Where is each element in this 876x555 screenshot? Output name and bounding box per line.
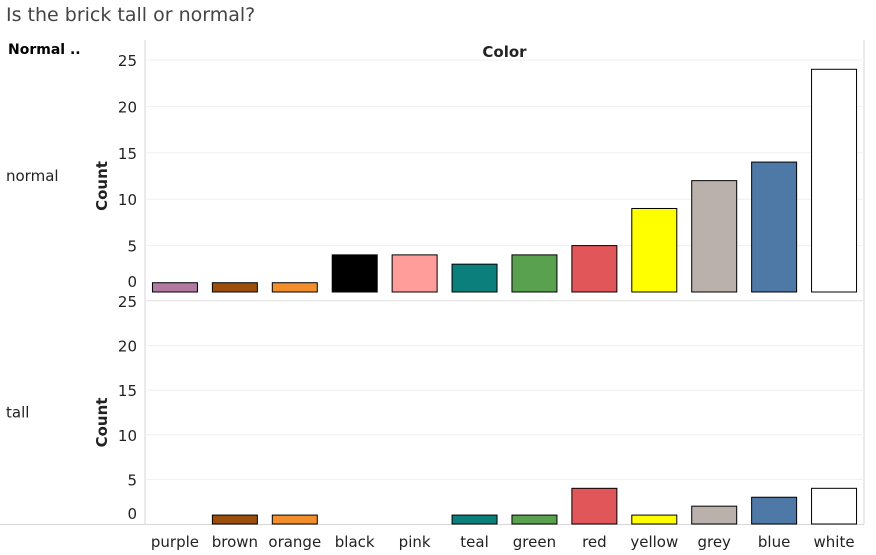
y-tick-label: 20 xyxy=(118,338,137,356)
bar-tall-orange xyxy=(271,514,318,525)
bar-tall-green xyxy=(511,514,558,525)
bar-tall-grey xyxy=(691,505,738,525)
y-axis-title: Count xyxy=(93,161,111,211)
y-tick-label: 20 xyxy=(118,98,137,116)
bar-tall-teal xyxy=(451,514,498,525)
bar-tall-white xyxy=(811,487,858,525)
x-tick-label: green xyxy=(513,533,556,551)
bar-normal-purple xyxy=(151,282,198,293)
bar-tall-red xyxy=(571,487,618,525)
x-tick-label: white xyxy=(814,533,855,551)
x-tick-label: black xyxy=(335,533,375,551)
bar-normal-green xyxy=(511,254,558,293)
row-header: Normal .. xyxy=(8,42,81,58)
y-axis-title: Count xyxy=(93,398,111,448)
column-header: Color xyxy=(482,43,527,61)
bar-normal-grey xyxy=(691,180,738,293)
x-tick-label: brown xyxy=(212,533,258,551)
chart-title: Is the brick tall or normal? xyxy=(6,4,256,26)
y-tick-label: 5 xyxy=(127,238,137,256)
row-label-normal: normal xyxy=(6,167,59,185)
bar-tall-blue xyxy=(751,496,798,525)
y-tick-label: 0 xyxy=(127,505,137,523)
bar-normal-brown xyxy=(211,282,258,293)
y-tick-label: 25 xyxy=(118,52,137,70)
y-tick-label: 10 xyxy=(118,191,137,209)
x-tick-label: blue xyxy=(758,533,790,551)
x-tick-label: pink xyxy=(399,533,431,551)
x-tick-label: purple xyxy=(151,533,199,551)
x-tick-label: yellow xyxy=(630,533,678,551)
y-tick-label: 0 xyxy=(127,273,137,291)
x-tick-label: teal xyxy=(460,533,488,551)
bar-normal-yellow xyxy=(631,207,678,293)
x-tick-label: red xyxy=(582,533,607,551)
row-label-tall: tall xyxy=(6,404,29,422)
y-tick-label: 5 xyxy=(127,471,137,489)
y-tick-label: 10 xyxy=(118,427,137,445)
x-tick-label: orange xyxy=(268,533,321,551)
x-tick-label: grey xyxy=(697,533,731,551)
bar-normal-red xyxy=(571,245,618,293)
bar-normal-black xyxy=(331,254,378,293)
bar-normal-orange xyxy=(271,282,318,293)
bar-tall-yellow xyxy=(631,514,678,525)
y-tick-label: 15 xyxy=(118,382,137,400)
bar-tall-brown xyxy=(211,514,258,525)
y-tick-label: 15 xyxy=(118,145,137,163)
bar-normal-teal xyxy=(451,263,498,293)
bar-normal-blue xyxy=(751,161,798,293)
bar-normal-white xyxy=(811,68,858,293)
y-tick-label: 25 xyxy=(118,293,137,311)
bar-normal-pink xyxy=(391,254,438,293)
